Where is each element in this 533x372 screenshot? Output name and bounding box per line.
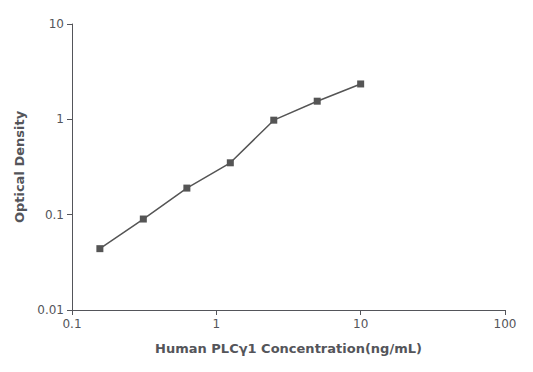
svg-text:100: 100 xyxy=(494,317,517,331)
svg-text:1: 1 xyxy=(213,317,221,331)
svg-text:10: 10 xyxy=(353,317,368,331)
svg-text:Optical Density: Optical Density xyxy=(12,110,27,223)
svg-text:Human PLCγ1 Concentration(ng/m: Human PLCγ1 Concentration(ng/mL) xyxy=(155,341,422,356)
svg-text:0.01: 0.01 xyxy=(37,303,64,317)
svg-text:1: 1 xyxy=(56,112,64,126)
svg-text:0.1: 0.1 xyxy=(45,208,64,222)
svg-text:10: 10 xyxy=(49,17,64,31)
svg-text:0.1: 0.1 xyxy=(62,317,81,331)
